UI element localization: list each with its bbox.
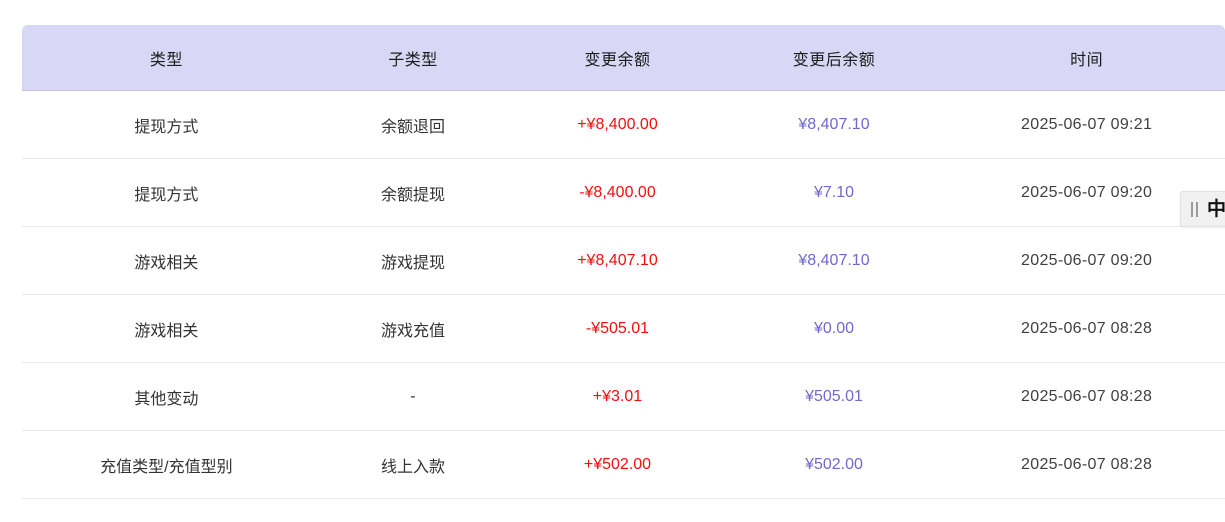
table-row: 提现方式 余额提现 -¥8,400.00 ¥7.10 2025-06-07 09… [22,159,1225,227]
cell-type: 其他变动 [134,390,199,408]
table-row: 其他变动 - +¥3.01 ¥505.01 2025-06-07 08:28 [22,363,1225,431]
table-row: 游戏相关 游戏提现 +¥8,407.10 ¥8,407.10 2025-06-0… [22,227,1225,295]
cell-change-amount: +¥502.00 [583,455,652,473]
cell-subtype: - [410,387,416,405]
table-row: 充值类型/充值型别 线上入款 +¥502.00 ¥502.00 2025-06-… [22,431,1225,499]
cell-type: 充值类型/充值型别 [100,458,233,476]
cell-change-amount: +¥8,407.10 [577,251,658,269]
cell-time: 2025-06-07 09:20 [1021,183,1153,201]
cell-change-amount: +¥8,400.00 [577,115,658,133]
transaction-table: 类型 子类型 变更余额 变更后余额 时间 提现方式 余额退回 +¥8,400.0… [22,25,1225,499]
cell-subtype: 余额退回 [380,118,445,136]
cell-subtype: 余额提现 [380,186,445,204]
cell-change-amount: -¥505.01 [585,319,650,337]
cell-balance-after: ¥502.00 [805,455,863,473]
ime-mode-indicator[interactable]: 中 [1207,198,1225,220]
cell-subtype: 游戏充值 [380,322,445,340]
table-header: 类型 子类型 变更余额 变更后余额 时间 [22,25,1225,91]
cell-balance-after: ¥8,407.10 [798,251,870,269]
column-header-type: 类型 [149,51,183,69]
cell-type: 提现方式 [134,118,199,136]
cell-balance-after: ¥7.10 [813,183,855,201]
cell-subtype: 游戏提现 [380,254,445,272]
cell-type: 游戏相关 [134,322,199,340]
table-row: 提现方式 余额退回 +¥8,400.00 ¥8,407.10 2025-06-0… [22,91,1225,159]
ime-toolbar[interactable]: 中 [1180,191,1225,227]
drag-handle-icon[interactable] [1191,201,1198,217]
column-header-subtype: 子类型 [388,51,438,69]
cell-time: 2025-06-07 09:21 [1021,115,1153,133]
cell-subtype: 线上入款 [380,458,445,476]
cell-type: 游戏相关 [134,254,199,272]
table-row: 游戏相关 游戏充值 -¥505.01 ¥0.00 2025-06-07 08:2… [22,295,1225,363]
column-header-time: 时间 [1070,51,1104,69]
cell-change-amount: +¥3.01 [592,387,643,405]
cell-change-amount: -¥8,400.00 [579,183,656,201]
cell-balance-after: ¥8,407.10 [798,115,870,133]
cell-balance-after: ¥505.01 [805,387,863,405]
cell-time: 2025-06-07 09:20 [1021,251,1153,269]
table-body: 提现方式 余额退回 +¥8,400.00 ¥8,407.10 2025-06-0… [22,91,1225,499]
column-header-balance-after: 变更后余额 [792,51,876,69]
column-header-change-amount: 变更余额 [584,51,651,69]
cell-time: 2025-06-07 08:28 [1021,319,1153,337]
cell-balance-after: ¥0.00 [813,319,855,337]
cell-type: 提现方式 [134,186,199,204]
cell-time: 2025-06-07 08:28 [1021,387,1153,405]
cell-time: 2025-06-07 08:28 [1021,455,1153,473]
